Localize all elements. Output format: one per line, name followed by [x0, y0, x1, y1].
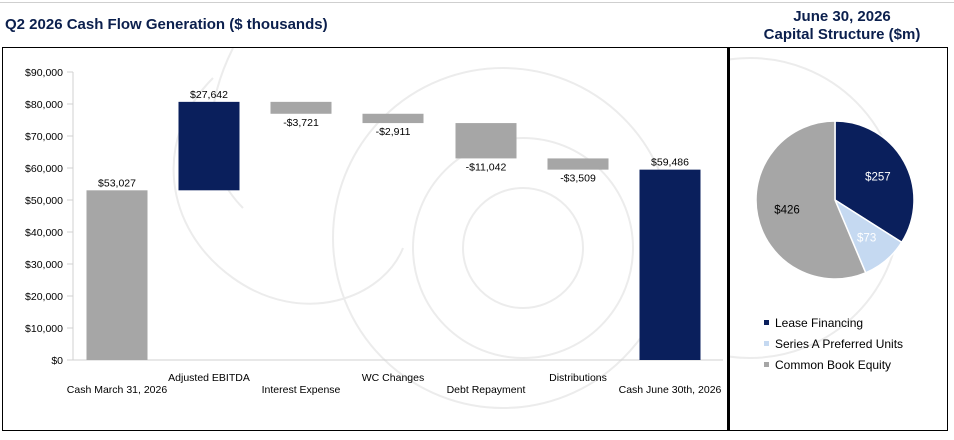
legend-swatch [764, 362, 769, 367]
y-tick-label: $0 [51, 355, 63, 367]
y-tick-label: $90,000 [25, 67, 63, 79]
capital-structure-title-line1: June 30, 2026 [793, 8, 891, 25]
waterfall-bar [270, 101, 332, 114]
pie-slice-label: $73 [857, 232, 876, 244]
pie-chart: $257 $73 $426 [730, 57, 915, 359]
x-category-label: Cash June 30th, 2026 [619, 384, 722, 396]
x-category-label: Interest Expense [262, 384, 341, 396]
waterfall-value-label: $27,642 [190, 89, 228, 101]
pie-slice-label: $257 [865, 171, 891, 183]
legend-item: Lease Financing [764, 312, 903, 333]
waterfall-bars [86, 101, 701, 360]
legend-label: Series A Preferred Units [775, 336, 904, 351]
y-tick-label: $50,000 [25, 195, 63, 207]
x-category-label: Distributions [549, 372, 607, 384]
waterfall-value-label: $59,486 [651, 157, 689, 169]
y-axis-ticks: $0 $10,000 $20,000 $30,000 $40,000 $50,000 $60… [25, 67, 73, 367]
y-tick-label: $30,000 [25, 259, 63, 271]
pie-slice [755, 120, 867, 280]
y-tick-label: $80,000 [25, 99, 63, 111]
x-category-label: Cash March 31, 2026 [67, 384, 168, 396]
legend-label: Common Book Equity [775, 357, 892, 372]
waterfall-bar [639, 169, 701, 360]
waterfall-bar [547, 158, 609, 170]
waterfall-bar [178, 101, 240, 191]
waterfall-value-label: -$3,721 [283, 117, 319, 129]
waterfall-bar [86, 190, 148, 360]
x-category-label: WC Changes [362, 372, 424, 384]
waterfall-value-label: -$11,042 [466, 161, 507, 173]
legend-swatch [764, 341, 769, 346]
capital-structure-title-line2: Capital Structure ($m) [763, 26, 921, 43]
background-watermark [172, 48, 674, 409]
legend-label: Lease Financing [775, 315, 864, 330]
pie-slice-labels: $257 $73 $426 [774, 171, 891, 244]
y-tick-label: $10,000 [25, 323, 63, 335]
waterfall-value-label: $53,027 [98, 177, 136, 189]
cash-flow-panel: $0 $10,000 $20,000 $30,000 $40,000 $50,000 $60… [2, 47, 728, 431]
waterfall-value-label: -$3,509 [560, 173, 596, 185]
waterfall-bar [455, 123, 517, 159]
y-tick-label: $20,000 [25, 291, 63, 303]
pie-slices [755, 120, 915, 280]
waterfall-chart: $0 $10,000 $20,000 $30,000 $40,000 $50,000 $60… [25, 48, 723, 409]
waterfall-value-label: -$2,911 [376, 126, 411, 138]
pie-legend: Lease Financing Series A Preferred Units C… [764, 312, 903, 375]
capital-structure-title: June 30, 2026 Capital Structure ($m) [730, 8, 954, 44]
legend-item: Common Book Equity [764, 354, 903, 375]
waterfall-value-labels: $53,027 $27,642 -$3,721 -$2,911 -$11,042 -$3,… [98, 89, 689, 189]
y-tick-label: $70,000 [25, 131, 63, 143]
y-tick-label: $40,000 [25, 227, 63, 239]
legend-swatch [764, 320, 769, 325]
capital-structure-panel: $257 $73 $426 [728, 47, 948, 431]
top-rule [0, 2, 954, 3]
x-category-label: Debt Repayment [447, 384, 526, 396]
legend-item: Series A Preferred Units [764, 333, 903, 354]
x-category-label: Adjusted EBITDA [168, 372, 250, 384]
cash-flow-title: Q2 2026 Cash Flow Generation ($ thousand… [5, 16, 328, 33]
pie-slice-label: $426 [774, 205, 800, 217]
waterfall-bar [362, 113, 424, 124]
y-tick-label: $60,000 [25, 163, 63, 175]
